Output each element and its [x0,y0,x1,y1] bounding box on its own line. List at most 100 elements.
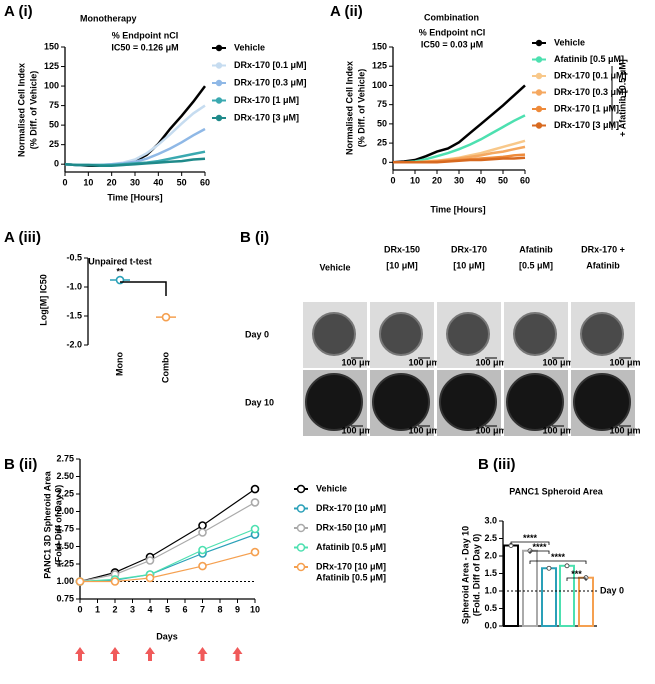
legend-label: DRx-170 [0.3 μM] [234,77,307,87]
spheroid [379,312,423,356]
significance-bracket [529,560,587,564]
y-tick-label: 50 [377,118,387,128]
y-tick-label: 125 [44,61,59,71]
y-tick-label: 50 [49,120,59,130]
legend-marker [296,562,306,572]
y-tick-label: 150 [44,41,59,51]
legend-label: DRx-170 [0.1 μM] [234,60,307,70]
series-line [79,501,256,583]
data-point [110,577,120,586]
y-tick-label: 0 [54,159,59,169]
x-tick-label: 4 [147,604,152,614]
data-point [198,528,207,537]
y-tick-label: 25 [49,139,59,149]
data-point [145,573,155,583]
data-point [198,521,207,530]
x-tick-label: 50 [498,175,508,185]
scale-bar-label: 100 μm [475,357,506,367]
annotation: % Endpoint nCI [419,27,486,37]
x-tick-label: 40 [476,175,486,185]
dosing-arrow [232,647,243,661]
scale-bar-label: 100 μm [542,357,573,367]
y-tick-label: 1.50 [56,541,74,551]
y-axis-label: (% Diff. of Vehicle) [356,69,366,148]
significance-label: **** [532,542,547,552]
data-point [161,312,171,322]
legend-label: Vehicle [316,483,347,493]
scale-bar-label: 100 μm [408,425,439,435]
legend-marker [535,39,543,47]
annotation: Unpaired t-test [88,256,152,266]
y-axis-label: Normalised Cell Index [344,61,354,155]
spheroid [513,312,557,356]
spheroid [580,312,624,356]
panel-label: A (iii) [4,229,41,246]
panel-label: A (ii) [330,3,363,20]
x-tick-label: Combo [160,352,170,383]
x-tick-label: 20 [432,175,442,185]
series-line [393,156,526,164]
column-header: Afatinib [519,244,553,254]
legend-label: Vehicle [234,42,265,52]
scale-bar-label: 100 μm [475,425,506,435]
column-header: [10 μM] [386,260,418,270]
y-tick-label: 150 [372,41,387,51]
y-axis-label: (% Diff. of Vehicle) [28,71,38,150]
scale-bar-label: 100 μm [341,425,372,435]
x-axis-label: Time [Hours] [107,192,162,202]
series-line [392,84,526,164]
y-tick-label: 1.00 [56,576,74,586]
spheroid [573,373,631,431]
legend-label: Afatinib [0.5 μM] [316,542,386,552]
column-header: DRx-170 [451,244,487,254]
chart-title: Combination [424,12,479,22]
dosing-arrow [197,647,208,661]
legend-marker [296,484,306,494]
annotation: % Endpoint nCI [112,30,179,40]
column-header: [0.5 μM] [519,260,553,270]
reference-label: Day 0 [600,585,624,595]
legend-marker [215,44,223,52]
bar [578,576,594,628]
legend-label: DRx-170 [1 μM] [234,95,299,105]
legend-marker [296,543,306,552]
x-tick-label: 0 [390,175,395,185]
column-header: DRx-150 [384,244,420,254]
dosing-arrow [145,647,155,661]
column-header: Afatinib [586,260,620,270]
series-line [64,157,206,168]
legend-marker [296,523,306,533]
significance-bracket [510,541,550,545]
legend-label: Vehicle [554,37,585,47]
legend-label: DRx-170 [0.3 μM] [554,87,627,97]
x-tick-label: 3 [130,604,135,614]
x-tick-label: 5 [165,604,170,614]
scale-bar-label: 100 μm [408,357,439,367]
legend-label: Afatinib [0.5 μM] [554,54,624,64]
panel-label: A (i) [4,3,33,20]
legend-marker [535,105,543,113]
x-tick-label: 7 [200,604,205,614]
legend-marker [296,504,306,513]
y-axis-label: (Fold. Diff of Day 0) [471,534,481,617]
legend-label: DRx-170 [1 μM] [554,103,619,113]
x-tick-label: 30 [130,177,140,187]
column-header: [10 μM] [453,260,485,270]
y-tick-label: 0.0 [484,620,497,630]
spheroid [312,312,356,356]
data-point [75,577,85,586]
y-axis-label: Normalised Cell Index [16,63,26,157]
x-tick-label: 0 [77,604,82,614]
legend-marker [215,79,223,87]
y-tick-label: 75 [377,99,387,109]
annotation: IC50 = 0.03 μM [421,39,483,49]
x-tick-label: Mono [114,352,124,376]
y-tick-label: 0 [382,157,387,167]
legend-label: Afatinib [0.5 μM] [316,572,386,582]
y-tick-label: -0.5 [66,252,82,262]
y-tick-label: 2.75 [56,453,74,463]
y-tick-label: 25 [377,137,387,147]
y-tick-label: 1.0 [484,585,497,595]
significance-label: *** [571,569,582,579]
scale-bar-label: 100 μm [609,357,640,367]
